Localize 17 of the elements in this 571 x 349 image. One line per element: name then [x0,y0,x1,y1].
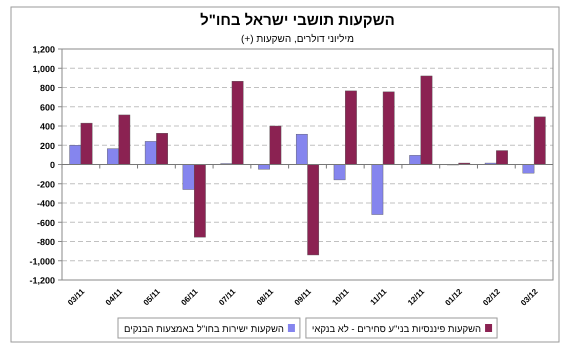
y-tick-label: -600 [36,218,55,228]
y-tick-label: -400 [36,198,55,208]
y-tick-label: 400 [40,122,55,132]
legend-label: השקעות ישירות בחו"ל באמצעות הבנקים [124,324,284,335]
y-tick-label: -800 [36,237,55,247]
y-tick-label: -1,200 [29,276,55,286]
y-tick-label: -1,000 [29,256,55,266]
y-tick-label: 1,200 [32,44,55,54]
y-tick-label: 1,000 [32,64,55,74]
y-tick-label: 200 [40,140,55,151]
chart-subtitle: מיליוני דולרים, השקעות (+) [241,33,354,45]
chart-title: השקעות תושבי ישראל בחו"ל [200,12,395,29]
legend-label: השקעות פיננסיות בני"ע סחירים - לא בנקאי [312,324,482,335]
y-tick-label: 600 [40,102,55,112]
y-tick-label: 0 [50,160,55,170]
y-tick-label: -200 [36,179,55,190]
y-tick-label: 800 [40,83,55,93]
